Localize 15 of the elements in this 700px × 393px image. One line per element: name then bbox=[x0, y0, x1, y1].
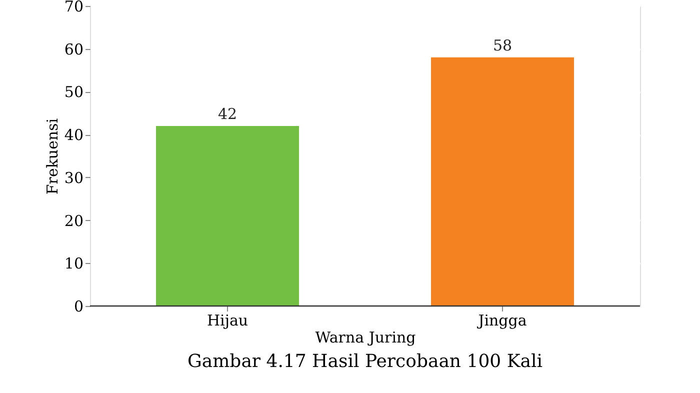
x-axis-title: Warna Juring bbox=[315, 328, 416, 346]
y-axis-title: Frekuensi bbox=[43, 118, 62, 195]
y-tick-label: 60 bbox=[64, 40, 84, 58]
data-label: 42 bbox=[218, 105, 238, 123]
data-label: 58 bbox=[492, 36, 512, 54]
y-tick-label: 10 bbox=[64, 254, 84, 273]
y-tick-label: 40 bbox=[64, 126, 84, 144]
x-tick-label: Jingga bbox=[476, 312, 527, 330]
y-tick-label: 50 bbox=[64, 83, 84, 102]
y-tick-label: 0 bbox=[74, 298, 84, 316]
x-tick-label: Hijau bbox=[206, 312, 248, 330]
text: Gambar 4.17 Hasil Percobaan 100 Kali bbox=[187, 351, 543, 372]
y-tick-label: 70 bbox=[64, 0, 84, 16]
y-tick-label: 20 bbox=[64, 212, 84, 230]
y-tick-label: 30 bbox=[64, 168, 84, 187]
